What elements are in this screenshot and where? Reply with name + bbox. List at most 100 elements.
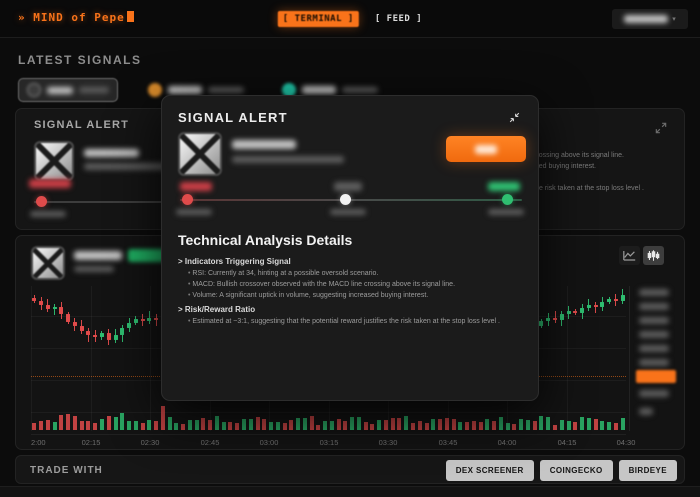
- volume-bar: [519, 419, 524, 430]
- volume-bar: [72, 416, 77, 430]
- candle-body: [72, 321, 77, 326]
- volume-bar: [194, 420, 199, 430]
- redacted-token-price: [342, 87, 378, 93]
- candle-body: [566, 311, 571, 315]
- price-axis: [629, 286, 681, 431]
- volume-bar: [93, 422, 98, 430]
- candle-body: [147, 317, 152, 321]
- bullet-macd: MACD: Bullish crossover observed with th…: [188, 281, 455, 288]
- redacted-price-tick: [639, 303, 669, 310]
- redacted-stop-loss-caption: [30, 211, 66, 217]
- volume-bar: [147, 420, 152, 430]
- volume-bar: [45, 420, 50, 430]
- volume-bar: [438, 419, 443, 430]
- signal-tab-3[interactable]: [274, 79, 386, 101]
- page-bottom-strip: [0, 486, 700, 497]
- app-logo: » MIND of Pepe: [18, 11, 134, 24]
- signal-token-tabs: [18, 78, 386, 102]
- trade-with-buttons: DEX SCREENER COINGECKO BIRDEYE: [445, 460, 677, 481]
- volume-bar: [397, 418, 402, 430]
- time-tick: 04:00: [497, 438, 517, 447]
- volume-bar: [329, 421, 334, 430]
- coingecko-button[interactable]: COINGECKO: [539, 460, 613, 481]
- line-chart-toggle[interactable]: [619, 246, 640, 265]
- expand-icon[interactable]: [654, 121, 668, 135]
- redacted-token-name: [47, 86, 73, 94]
- volume-bar: [600, 421, 605, 430]
- volume-bar: [417, 421, 422, 430]
- volume-bar: [580, 417, 585, 430]
- volume-bar: [269, 422, 274, 430]
- candle-body: [593, 304, 598, 307]
- volume-bar: [356, 417, 361, 430]
- volume-bar: [228, 422, 233, 430]
- volume-bar: [593, 418, 598, 430]
- time-axis: 2:00 02:15 02:30 02:45 03:00 03:15 03:30…: [31, 434, 635, 447]
- current-price-badge: [636, 370, 676, 383]
- tab-feed[interactable]: [ FEED ]: [374, 14, 423, 24]
- tech-analysis-heading: Technical Analysis Details: [178, 232, 353, 248]
- candlestick-toggle[interactable]: [643, 246, 664, 265]
- birdeye-button[interactable]: BIRDEYE: [618, 460, 677, 481]
- candle-body: [553, 317, 557, 320]
- candle-body: [106, 333, 111, 340]
- candle-body: [66, 314, 71, 322]
- candle-wick: [595, 301, 597, 314]
- volume-bar: [525, 420, 530, 430]
- gridline: [31, 412, 626, 413]
- chevron-down-icon: ▾: [672, 16, 676, 23]
- collapse-icon[interactable]: [508, 111, 522, 125]
- volume-bar: [390, 418, 395, 430]
- candle-body: [573, 311, 578, 314]
- volume-bar: [296, 418, 301, 430]
- candle-body: [99, 333, 104, 338]
- redacted-stop-loss-price: [180, 182, 212, 191]
- tab-terminal[interactable]: [ TERMINAL ]: [277, 11, 359, 27]
- redacted-signal-date: [84, 163, 184, 170]
- volume-bar: [586, 418, 591, 430]
- candle-body: [86, 331, 91, 336]
- token-logo-icon: [31, 246, 65, 280]
- candle-wick: [554, 311, 556, 323]
- volume-bar: [512, 423, 517, 430]
- volume-bar: [187, 420, 192, 430]
- redacted-token-name: [168, 86, 202, 94]
- candle-body: [580, 308, 585, 314]
- candle-body: [154, 317, 159, 320]
- buy-button[interactable]: [446, 136, 526, 162]
- candle-wick: [155, 314, 157, 326]
- volume-bar: [539, 416, 544, 430]
- signal-tab-1[interactable]: [18, 78, 118, 102]
- volume-bar: [350, 417, 355, 430]
- redacted-price-tick: [639, 331, 669, 338]
- candle-body: [600, 301, 605, 307]
- redacted-stop-loss-caption: [176, 209, 212, 215]
- volume-bar: [465, 422, 470, 430]
- redacted-buy-label: [475, 144, 497, 154]
- signal-tab-2[interactable]: [140, 79, 252, 101]
- volume-bar: [363, 422, 368, 430]
- volume-bar: [154, 420, 159, 430]
- volume-bar: [613, 422, 618, 430]
- volume-bar: [241, 419, 246, 430]
- redacted-stop-loss-price: [29, 179, 71, 188]
- gridline: [150, 286, 151, 431]
- target-dot: [502, 194, 513, 205]
- volume-bar: [99, 419, 104, 430]
- volume-bar: [208, 419, 213, 430]
- time-tick: 02:45: [200, 438, 220, 447]
- redacted-price-tick: [639, 408, 653, 415]
- volume-bar: [553, 424, 557, 430]
- volume-bar: [221, 422, 226, 430]
- candle-body: [32, 297, 37, 301]
- wallet-button[interactable]: ▾: [612, 9, 688, 29]
- token-logo-icon: [178, 132, 222, 176]
- candle-body: [559, 314, 564, 320]
- volume-bar: [620, 418, 625, 430]
- volume-bar: [133, 421, 138, 430]
- volume-bar: [140, 422, 145, 430]
- volume-bar: [404, 416, 409, 430]
- dex-screener-button[interactable]: DEX SCREENER: [445, 460, 534, 481]
- gridline: [90, 286, 92, 431]
- stop-loss-dot: [36, 196, 47, 207]
